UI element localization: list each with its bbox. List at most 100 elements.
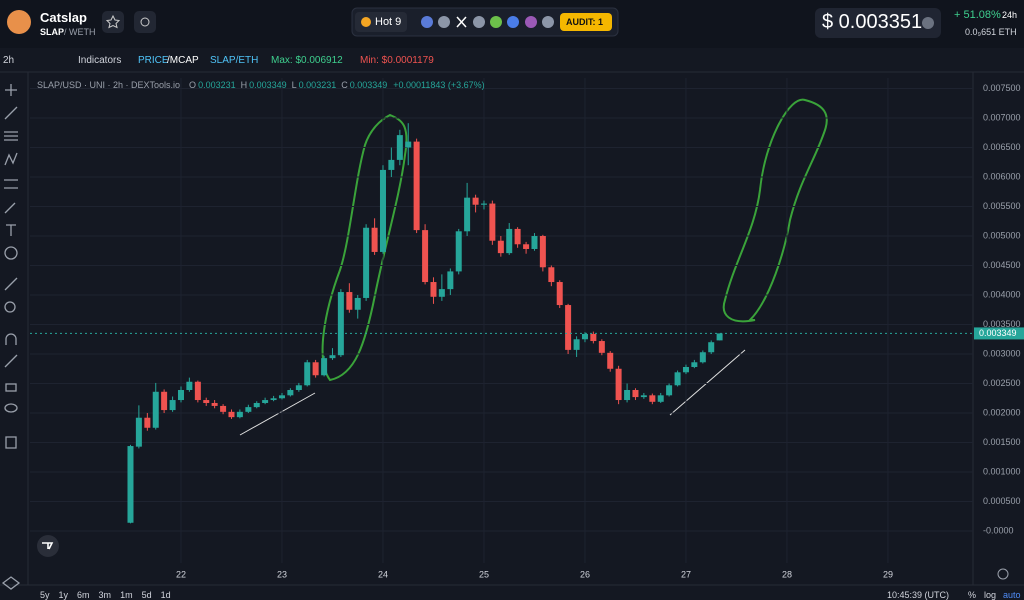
candle-body (278, 395, 285, 399)
share-button[interactable] (134, 11, 156, 33)
star-icon (105, 14, 121, 29)
candle-body (186, 381, 193, 391)
candle-body (708, 342, 715, 353)
candle-body (363, 227, 370, 298)
x-tick-label: 23 (277, 569, 287, 579)
candle-body (287, 390, 294, 396)
candle-body (447, 271, 454, 290)
candle-body (632, 390, 639, 398)
candle-body (624, 390, 631, 401)
candle-body (354, 297, 361, 310)
candle-body (590, 333, 597, 342)
candle-body (472, 197, 479, 205)
annotation-loop (722, 98, 828, 323)
range-button[interactable]: 6m (77, 590, 90, 600)
ohlc-key: H (240, 80, 248, 90)
last-price-label: 0.003349 (979, 328, 1017, 338)
candle-body (422, 230, 429, 283)
ohlc-value: 0.003349 (349, 80, 388, 90)
log-toggle[interactable]: log (984, 590, 997, 600)
candle-body (152, 391, 159, 428)
candle-body (262, 400, 269, 403)
candle-body (203, 400, 210, 403)
range-buttons: 5y 1y 6m 3m 1m 5d 1d (40, 590, 171, 600)
candle-body (556, 282, 563, 306)
candle-body (699, 352, 706, 363)
audit-label: AUDIT: 1 (566, 17, 604, 27)
mcap-toggle[interactable]: /MCAP (167, 55, 199, 66)
range-button[interactable]: 5d (141, 590, 152, 600)
candle-body (565, 305, 572, 350)
hot-pill[interactable] (355, 12, 407, 32)
candle-body (127, 446, 134, 523)
y-tick-label: -0.0000 (983, 525, 1014, 535)
y-tick-label: 0.003000 (983, 348, 1021, 358)
trend-line (239, 349, 746, 436)
y-tick-label: 0.007000 (983, 112, 1021, 122)
left-tools[interactable] (1, 84, 21, 590)
ohlc-key: C (341, 80, 348, 90)
candle-body (455, 231, 462, 272)
pair-base: SLAP (40, 27, 65, 37)
last-price-box (974, 327, 1024, 340)
range-button[interactable]: 1y (58, 590, 69, 600)
candle-body (523, 244, 530, 249)
price-toggle[interactable]: PRICE (138, 55, 169, 66)
candle-body (337, 292, 344, 356)
range-button[interactable]: 1d (160, 590, 171, 600)
candle-body (657, 395, 664, 402)
legend-symbol: SLAP/USD · UNI · 2h · DEXTools.io (37, 80, 181, 90)
settings-icon[interactable] (997, 568, 1009, 580)
auto-toggle[interactable]: auto (1003, 590, 1021, 600)
x-tick-label: 29 (883, 569, 893, 579)
y-tick-label: 0.000500 (983, 496, 1021, 506)
percent-toggle[interactable]: % (968, 590, 977, 600)
interval[interactable]: 2h (3, 55, 15, 66)
hot-icon (361, 17, 371, 27)
candle-body (211, 402, 218, 406)
x-tick-label: 26 (580, 569, 590, 579)
candle-body (177, 390, 184, 401)
range-button[interactable]: 3m (98, 590, 112, 600)
candle-body (236, 411, 243, 418)
candle-body (497, 240, 504, 254)
legend-change: +0.00011843 (+3.67%) (393, 80, 485, 90)
candle-body (682, 366, 689, 373)
candle-body (489, 203, 496, 241)
ohlc: O 0.003231 H 0.003349 L 0.003231 C 0.003349 (189, 80, 390, 90)
candle-body (716, 333, 723, 341)
candle-body (413, 141, 420, 231)
y-tick-label: 0.003500 (983, 319, 1021, 329)
share-icon (140, 17, 150, 27)
y-tick-label: 0.004500 (983, 260, 1021, 270)
audit-pill[interactable] (560, 13, 612, 31)
candle-body (379, 169, 386, 252)
y-tick-label: 0.006000 (983, 171, 1021, 181)
pair-toggle[interactable]: SLAP/ETH (210, 55, 259, 66)
ohlc-key: L (291, 80, 297, 90)
y-tick-label: 0.005500 (983, 201, 1021, 211)
candle-body (430, 282, 437, 297)
price-box (815, 8, 941, 38)
candle-body (135, 417, 142, 447)
info-icon[interactable] (922, 17, 934, 29)
x-tick-label: 22 (176, 569, 186, 579)
candle-body (144, 417, 151, 428)
indicators[interactable]: Indicators (78, 55, 122, 66)
x-tick-label: 28 (782, 569, 792, 579)
candle-body (161, 391, 168, 411)
star-button[interactable] (102, 11, 124, 33)
y-tick-label: 0.006500 (983, 142, 1021, 152)
pair-quote: / WETH (64, 27, 96, 37)
tv-logo-mark (42, 542, 54, 550)
avatar[interactable] (7, 10, 31, 34)
ohlc-value: 0.003231 (198, 80, 236, 90)
candle-body (346, 292, 353, 310)
range-button[interactable]: 1m (120, 590, 133, 600)
range-button[interactable]: 5y (40, 590, 50, 600)
hot-label: Hot 9 (375, 16, 402, 28)
candle-body (396, 135, 403, 160)
candle-body (388, 159, 395, 170)
